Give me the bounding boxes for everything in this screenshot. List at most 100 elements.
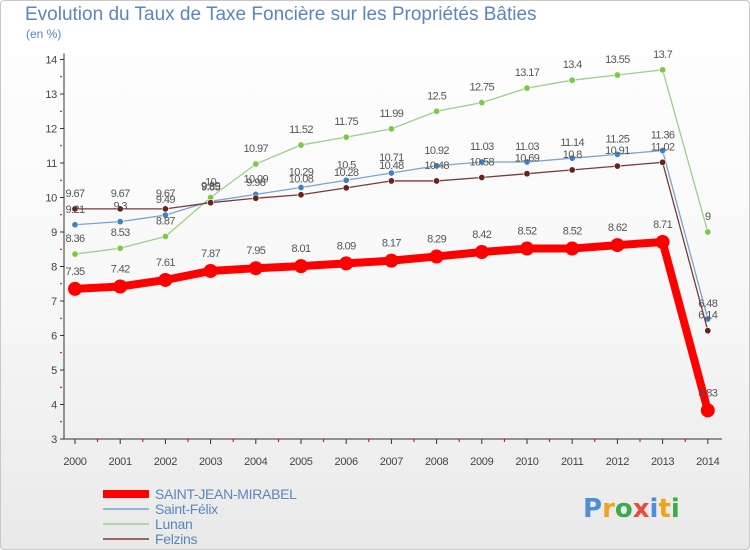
data-label: 9.89 bbox=[201, 180, 220, 192]
data-point bbox=[339, 256, 354, 271]
data-point bbox=[387, 177, 395, 185]
x-tick-label: 2002 bbox=[154, 456, 177, 468]
data-labels: 9.21 9.3 9.49 9.89 10.09 10.29 10.5 10.71 10.92 1… bbox=[65, 49, 718, 400]
proxiti-logo: Proxiti bbox=[583, 494, 680, 524]
data-point bbox=[613, 71, 621, 79]
data-point bbox=[342, 184, 350, 192]
series-saint-f-lix bbox=[71, 147, 712, 323]
legend-item: SAINT-JEAN-MIRABEL bbox=[103, 486, 297, 502]
legend-label: Lunan bbox=[155, 516, 192, 532]
data-label: 13.55 bbox=[605, 54, 630, 66]
data-point bbox=[568, 166, 576, 174]
y-tick-label: 12 bbox=[45, 124, 57, 136]
data-point bbox=[342, 133, 350, 141]
data-label: 13.17 bbox=[515, 67, 540, 79]
data-point bbox=[161, 205, 169, 213]
logo-letter-1: P bbox=[583, 494, 602, 524]
data-point bbox=[613, 150, 621, 158]
data-label: 10.8 bbox=[563, 149, 582, 161]
legend-label: Felzins bbox=[155, 531, 198, 547]
data-point bbox=[523, 170, 531, 178]
y-tick-label: 4 bbox=[51, 400, 57, 412]
data-label: 10.5 bbox=[337, 159, 356, 171]
data-label: 9.49 bbox=[156, 194, 175, 206]
data-label: 9.98 bbox=[246, 177, 265, 189]
data-point bbox=[478, 173, 486, 181]
data-point bbox=[71, 250, 79, 258]
data-point bbox=[68, 281, 82, 296]
x-tick-label: 2010 bbox=[515, 456, 538, 468]
data-label: 7.87 bbox=[201, 248, 220, 260]
legend-label: SAINT-JEAN-MIRABEL bbox=[155, 486, 297, 502]
data-label: 6.48 bbox=[698, 298, 717, 310]
data-label: 7.35 bbox=[65, 266, 84, 278]
data-point bbox=[433, 162, 441, 170]
data-label: 6.14 bbox=[698, 310, 717, 322]
data-label: 8.29 bbox=[427, 233, 446, 245]
x-tick-label: 2014 bbox=[696, 456, 719, 468]
data-label: 11.03 bbox=[470, 141, 494, 153]
data-point bbox=[294, 259, 308, 274]
data-point bbox=[613, 162, 621, 170]
data-label: 10.28 bbox=[334, 167, 359, 179]
x-tick-label: 2011 bbox=[561, 456, 584, 468]
data-label: 9.67 bbox=[111, 188, 130, 200]
legend-item: Lunan bbox=[103, 516, 193, 532]
data-label: 12.75 bbox=[470, 82, 495, 94]
y-tick-label: 14 bbox=[45, 55, 57, 67]
logo-letter-7: i bbox=[671, 494, 680, 524]
chart-subtitle: (en %) bbox=[26, 27, 62, 41]
data-label: 8.53 bbox=[111, 227, 130, 239]
data-point bbox=[565, 241, 580, 256]
data-point bbox=[71, 221, 79, 229]
legend-item: Felzins bbox=[103, 531, 198, 547]
data-point bbox=[704, 228, 712, 236]
data-label: 10.48 bbox=[379, 160, 404, 172]
series-felzins bbox=[71, 158, 712, 335]
data-label: 10.97 bbox=[244, 143, 269, 155]
data-point bbox=[478, 158, 486, 166]
x-tick-label: 2009 bbox=[470, 456, 493, 468]
data-point bbox=[704, 327, 712, 335]
data-label: 8.42 bbox=[472, 229, 491, 241]
data-label: 9.3 bbox=[113, 201, 127, 213]
data-point bbox=[252, 160, 260, 168]
data-point bbox=[659, 66, 667, 74]
data-label: 10.29 bbox=[289, 166, 314, 178]
data-label: 11.03 bbox=[515, 141, 539, 153]
data-label: 9.85 bbox=[201, 182, 220, 194]
data-label: 8.52 bbox=[563, 226, 582, 238]
logo-letter-5: i bbox=[650, 494, 659, 524]
data-point bbox=[523, 158, 531, 166]
y-tick-label: 3 bbox=[51, 434, 57, 446]
y-tick-label: 8 bbox=[51, 262, 57, 274]
logo-letter-3: o bbox=[615, 494, 633, 524]
y-tick-label: 9 bbox=[51, 227, 57, 239]
data-label: 12.5 bbox=[427, 90, 446, 102]
data-point bbox=[207, 199, 215, 207]
data-label: 10.58 bbox=[470, 156, 495, 168]
data-label: 8.87 bbox=[156, 215, 175, 227]
data-point bbox=[297, 183, 305, 191]
x-tick-label: 2001 bbox=[109, 456, 132, 468]
data-label: 8.01 bbox=[291, 243, 310, 255]
data-label: 10.91 bbox=[605, 145, 630, 157]
x-tick-label: 2008 bbox=[425, 456, 448, 468]
series-layer bbox=[68, 66, 715, 418]
data-point bbox=[297, 191, 305, 199]
data-point bbox=[116, 205, 124, 213]
legend-label: Saint-Félix bbox=[155, 501, 218, 517]
data-point bbox=[610, 238, 625, 253]
data-label: 13.4 bbox=[563, 59, 582, 71]
y-tick-label: 5 bbox=[51, 365, 57, 377]
logo-letter-6: t bbox=[658, 494, 670, 524]
data-point bbox=[116, 244, 124, 252]
data-point bbox=[655, 235, 670, 250]
legend: SAINT-JEAN-MIRABELSaint-FélixLunanFelzin… bbox=[103, 486, 297, 547]
data-label: 9.67 bbox=[156, 188, 175, 200]
logo-letter-4: x bbox=[633, 494, 650, 524]
data-point bbox=[158, 272, 173, 287]
y-tick-label: 13 bbox=[45, 89, 57, 101]
data-point bbox=[433, 107, 441, 115]
